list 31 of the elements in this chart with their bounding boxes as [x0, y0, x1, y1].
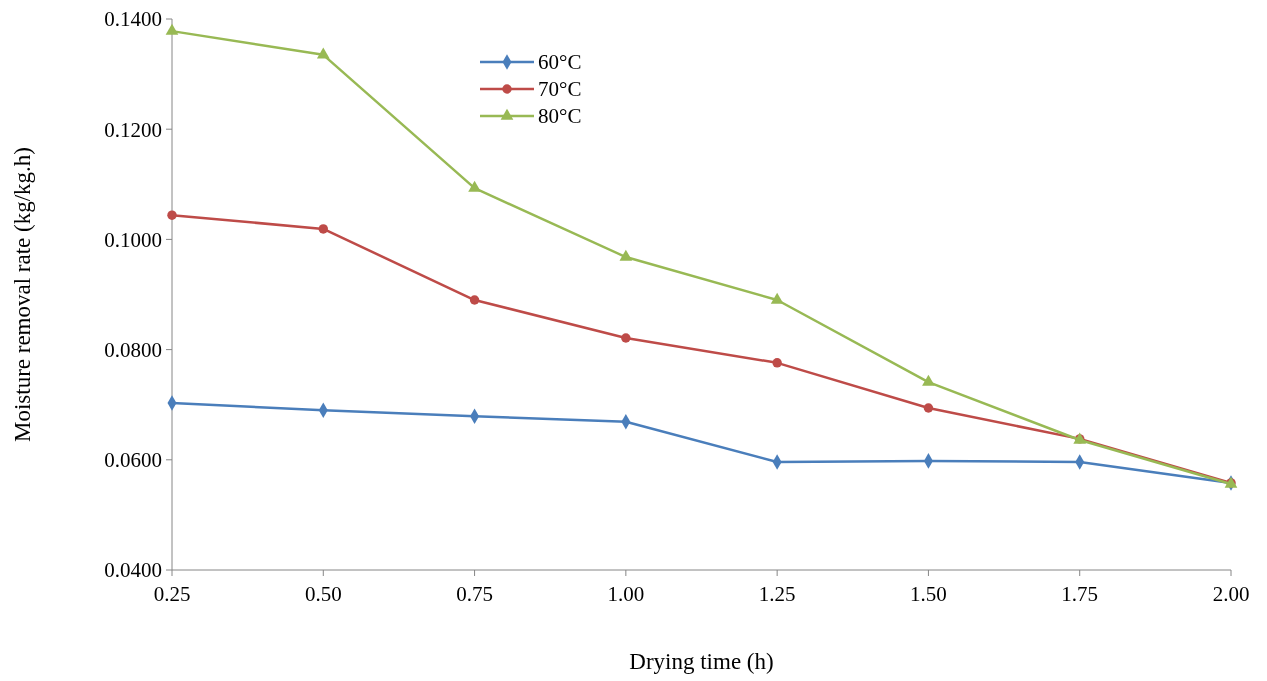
- point: [316, 47, 330, 59]
- point: [165, 23, 179, 35]
- x-tick-label: 1.25: [758, 582, 796, 606]
- y-tick-label: 0.0400: [104, 558, 162, 583]
- point: [922, 374, 935, 386]
- y-tick-label: 0.1400: [104, 7, 162, 32]
- x-tick-label: 1.50: [910, 582, 947, 606]
- y-tick-label: 0.1200: [104, 117, 162, 142]
- x-tick-label: 1.00: [607, 582, 645, 606]
- y-tick-label: 0.0600: [104, 448, 162, 473]
- point: [772, 358, 782, 368]
- legend-label: 60°C: [538, 50, 582, 75]
- x-tick-label: 1.75: [1061, 582, 1099, 606]
- point: [621, 333, 631, 343]
- y-axis-title: Moisture removal rate (kg/kg.h): [10, 146, 35, 443]
- point: [468, 180, 481, 192]
- point: [167, 210, 177, 220]
- x-tick-label: 0.25: [153, 582, 191, 606]
- x-tick-label: 2.00: [1212, 582, 1250, 606]
- y-tick-label: 0.1000: [104, 227, 162, 252]
- x-axis-title: Drying time (h): [629, 649, 774, 674]
- x-tick-label: 0.75: [456, 582, 493, 606]
- point: [619, 249, 633, 261]
- point: [469, 295, 480, 305]
- point: [923, 403, 934, 413]
- x-tick-label: 0.50: [304, 582, 342, 606]
- legend-label: 70°C: [538, 77, 582, 102]
- point: [318, 224, 329, 234]
- point: [770, 292, 784, 304]
- legend-label: 80°C: [538, 104, 582, 129]
- y-tick-label: 0.0800: [104, 337, 162, 362]
